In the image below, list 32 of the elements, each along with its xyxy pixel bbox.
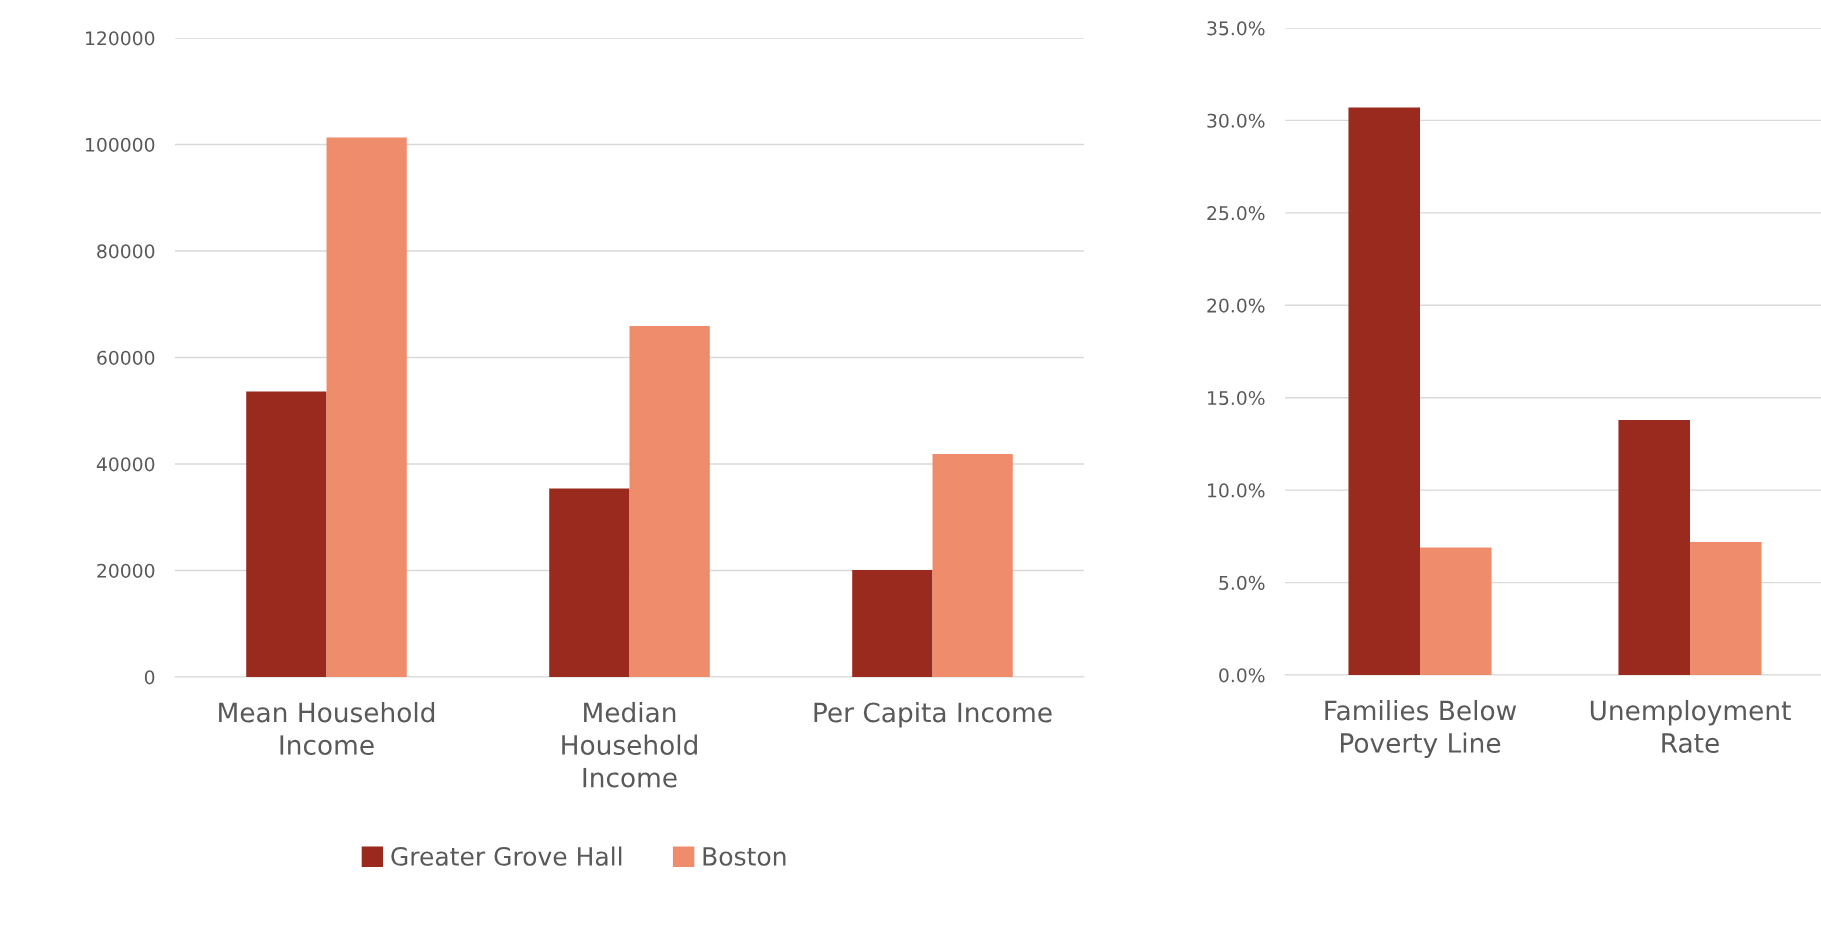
bar	[852, 569, 933, 677]
x-tick-label: Unemployment Rate	[1590, 700, 1791, 753]
y-tick-label: 25.0%	[1207, 206, 1265, 221]
y-tick-label: 100000	[86, 137, 155, 152]
x-tick-label: Mean Household Income	[219, 702, 435, 755]
x-tick-label: Per Capita Income	[814, 702, 1052, 728]
x-tick-label: Families Below Poverty Line	[1325, 700, 1517, 759]
y-tick-label: 35.0%	[1207, 21, 1265, 36]
y-tick-label: 10.0%	[1208, 483, 1265, 498]
y-tick-label: 40000	[96, 457, 155, 472]
legend-label: Boston	[703, 847, 786, 866]
y-tick-label: 80000	[97, 244, 155, 259]
y-tick-label: 5.0%	[1219, 575, 1265, 590]
y-tick-label: 15.0%	[1208, 390, 1265, 406]
y-tick-label: 0	[144, 670, 155, 685]
bar	[549, 488, 630, 677]
y-tick-label: 120000	[86, 31, 155, 46]
y-tick-label: 30.0%	[1207, 113, 1265, 128]
legend-label: Greater Grove Hall	[391, 846, 622, 866]
y-tick-label: 0.0%	[1219, 668, 1265, 683]
y-tick-label: 20.0%	[1207, 298, 1265, 313]
bar	[326, 137, 407, 677]
bar	[1348, 107, 1420, 675]
y-tick-label: 20000	[97, 563, 155, 578]
bar	[932, 453, 1013, 677]
y-tick-label: 60000	[97, 350, 155, 365]
bar	[1690, 541, 1762, 675]
bar	[629, 326, 710, 677]
x-tick-label: Median Household Income	[562, 702, 697, 788]
bar	[1420, 547, 1492, 675]
bar	[1618, 419, 1690, 675]
bar	[246, 391, 327, 677]
